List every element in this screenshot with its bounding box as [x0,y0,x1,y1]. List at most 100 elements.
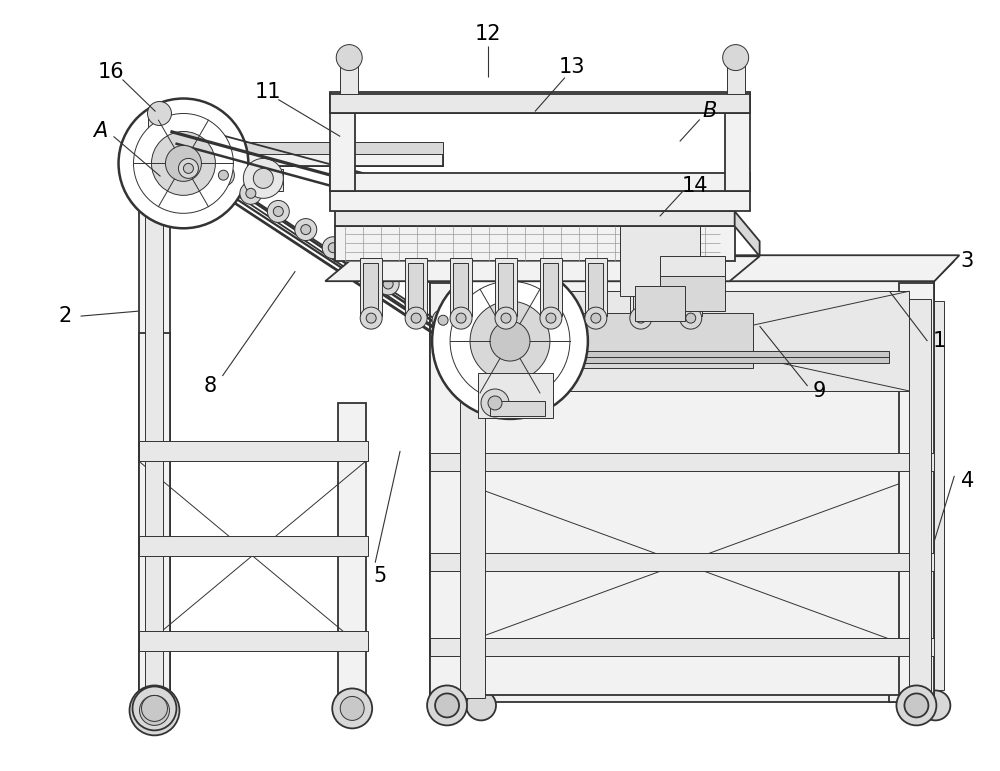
Bar [363,263,378,313]
Circle shape [896,685,936,726]
Circle shape [490,321,530,361]
Circle shape [119,99,248,228]
Circle shape [450,307,472,329]
Circle shape [366,313,376,323]
Circle shape [723,45,749,71]
Bar [490,401,545,416]
Circle shape [295,219,317,241]
Bar [450,291,909,391]
Bar [899,283,934,702]
Polygon shape [330,173,750,191]
Polygon shape [408,256,430,291]
Circle shape [133,686,176,730]
Circle shape [383,279,393,289]
Bar [453,263,468,313]
Circle shape [466,333,476,343]
Text: 13: 13 [559,56,585,76]
Circle shape [183,163,193,173]
Circle shape [481,389,509,417]
Bar [460,351,889,363]
Bar [448,283,917,702]
Bar [460,299,485,699]
Text: 2: 2 [59,306,72,326]
Circle shape [680,307,702,329]
Circle shape [438,315,448,325]
Circle shape [151,132,215,195]
Bar [245,170,283,191]
Bar [139,631,368,651]
Bar [139,536,368,556]
Bar [330,191,750,211]
Polygon shape [325,256,760,281]
Circle shape [273,207,283,217]
Circle shape [405,307,427,329]
Bar [660,256,725,281]
Bar [139,333,170,702]
Circle shape [360,307,382,329]
Circle shape [411,297,421,307]
Circle shape [591,313,601,323]
Circle shape [460,328,482,349]
Circle shape [470,301,550,381]
Text: 1: 1 [933,331,946,351]
Bar [148,114,170,144]
Polygon shape [335,211,735,226]
Bar [543,263,558,313]
Bar [335,226,735,261]
Polygon shape [430,255,959,281]
Bar [139,133,170,702]
Circle shape [243,158,283,198]
Text: 8: 8 [204,376,217,396]
Bar [139,144,443,167]
Circle shape [178,158,198,178]
Text: 14: 14 [681,177,708,197]
Text: B: B [703,102,717,122]
Circle shape [456,313,466,323]
Bar [683,263,698,313]
Circle shape [636,313,646,323]
Circle shape [377,273,399,295]
Circle shape [356,261,366,271]
Circle shape [585,307,607,329]
Bar [430,453,934,471]
Bar [450,258,472,316]
Text: 12: 12 [475,24,501,44]
Bar [926,301,944,691]
Circle shape [332,689,372,729]
Circle shape [466,691,496,720]
Circle shape [450,281,570,401]
Bar [139,143,443,154]
Circle shape [328,243,338,253]
Circle shape [686,313,696,323]
Bar [889,283,934,702]
Bar [430,283,465,702]
Circle shape [488,396,502,410]
Bar [620,226,700,296]
Circle shape [501,313,511,323]
Bar [680,258,702,316]
Circle shape [322,237,344,259]
Text: 11: 11 [255,82,282,102]
Circle shape [495,307,517,329]
Circle shape [427,685,467,726]
Bar [330,106,355,191]
Circle shape [405,291,427,313]
Circle shape [336,45,362,71]
Bar [430,256,934,281]
Text: A: A [93,122,108,141]
Circle shape [350,255,372,277]
Circle shape [141,695,167,722]
Circle shape [130,685,179,736]
Circle shape [140,695,169,726]
Circle shape [301,224,311,234]
Polygon shape [735,211,760,256]
Circle shape [212,164,234,186]
Circle shape [432,263,588,419]
Bar [463,313,753,368]
Bar [727,59,745,93]
Circle shape [134,113,233,214]
Text: 3: 3 [961,251,974,271]
Bar [633,263,648,313]
Bar [360,258,382,316]
Circle shape [246,188,256,198]
